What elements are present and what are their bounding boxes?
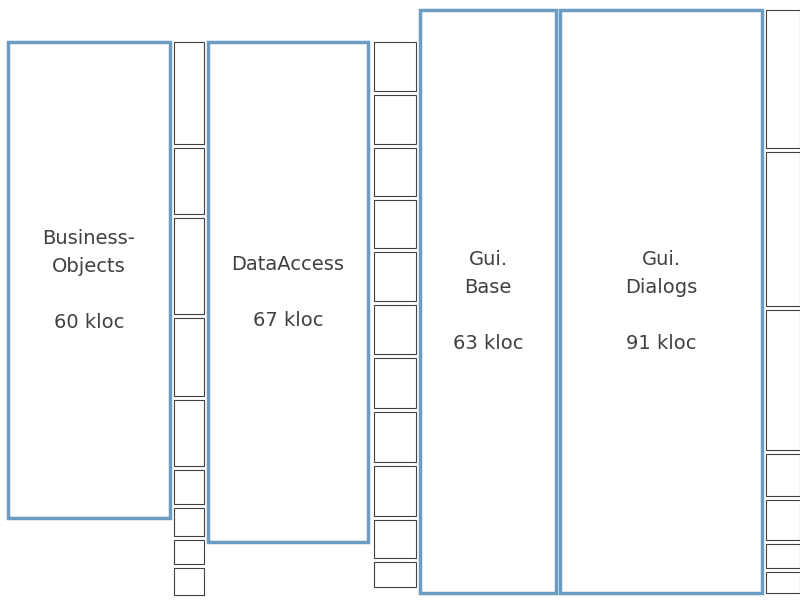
- Bar: [174, 470, 204, 504]
- Bar: [374, 305, 416, 354]
- Bar: [374, 148, 416, 196]
- Bar: [766, 572, 800, 593]
- Text: Business-
Objects

60 kloc: Business- Objects 60 kloc: [42, 229, 135, 332]
- Bar: [8, 42, 170, 518]
- Bar: [208, 42, 368, 542]
- Bar: [174, 400, 204, 466]
- Bar: [766, 454, 800, 496]
- Bar: [560, 10, 762, 593]
- Bar: [174, 218, 204, 314]
- Bar: [374, 520, 416, 558]
- Bar: [174, 508, 204, 536]
- Text: Gui.
Base

63 kloc: Gui. Base 63 kloc: [453, 250, 523, 353]
- Bar: [174, 568, 204, 595]
- Bar: [374, 358, 416, 408]
- Bar: [766, 544, 800, 568]
- Bar: [766, 152, 800, 306]
- Bar: [374, 42, 416, 91]
- Bar: [174, 540, 204, 564]
- Bar: [420, 10, 556, 593]
- Bar: [174, 42, 204, 144]
- Bar: [374, 95, 416, 144]
- Bar: [766, 310, 800, 450]
- Bar: [174, 148, 204, 214]
- Text: DataAccess

67 kloc: DataAccess 67 kloc: [231, 254, 345, 329]
- Bar: [174, 318, 204, 396]
- Bar: [766, 10, 800, 148]
- Bar: [374, 200, 416, 248]
- Bar: [374, 466, 416, 516]
- Bar: [766, 500, 800, 540]
- Bar: [374, 562, 416, 587]
- Bar: [374, 252, 416, 301]
- Bar: [374, 412, 416, 462]
- Text: Gui.
Dialogs

91 kloc: Gui. Dialogs 91 kloc: [625, 250, 697, 353]
